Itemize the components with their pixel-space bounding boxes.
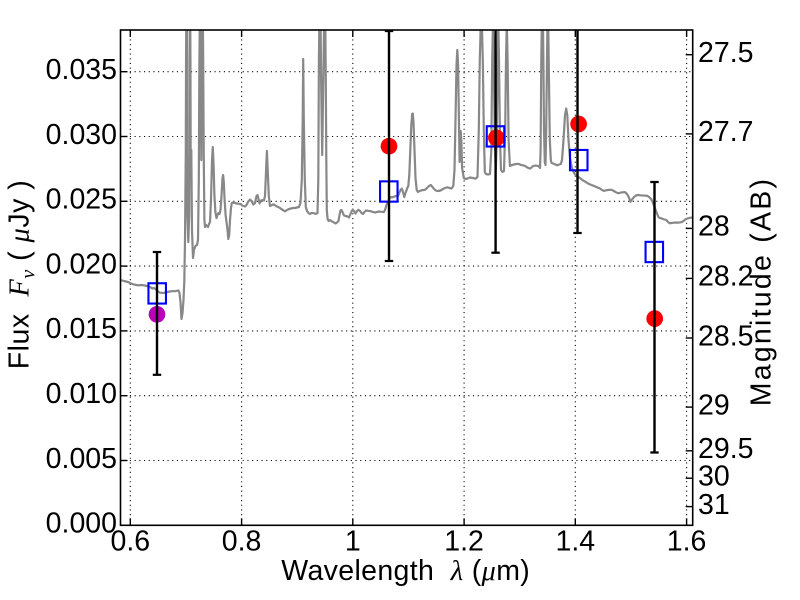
svg-text:Magnitude (AB): Magnitude (AB) [745,177,777,407]
svg-text:1.6: 1.6 [667,526,707,558]
svg-text:0.025: 0.025 [46,184,117,216]
svg-text:31: 31 [698,489,730,521]
svg-text:0.020: 0.020 [46,248,117,280]
svg-text:0.6: 0.6 [110,526,150,558]
svg-text:28.2: 28.2 [698,261,753,293]
svg-text:30: 30 [698,461,730,493]
svg-text:0.015: 0.015 [46,313,117,345]
svg-text:0.8: 0.8 [222,526,262,558]
svg-text:27.7: 27.7 [698,116,753,148]
svg-text:28.5: 28.5 [698,320,753,352]
svg-text:0.005: 0.005 [46,443,117,475]
svg-text:1.4: 1.4 [555,526,595,558]
svg-text:0.035: 0.035 [46,54,117,86]
svg-text:1.2: 1.2 [444,526,484,558]
svg-text:0.010: 0.010 [46,378,117,410]
svg-text:0.030: 0.030 [46,119,117,151]
svg-text:0.000: 0.000 [46,508,117,540]
svg-text:28: 28 [698,211,730,243]
svg-text:29: 29 [698,389,730,421]
svg-text:1: 1 [345,526,361,558]
svg-text:27.5: 27.5 [698,37,753,69]
svg-text:Wavelength λ (μm): Wavelength λ (μm) [281,555,530,587]
svg-text:29.5: 29.5 [698,433,753,465]
